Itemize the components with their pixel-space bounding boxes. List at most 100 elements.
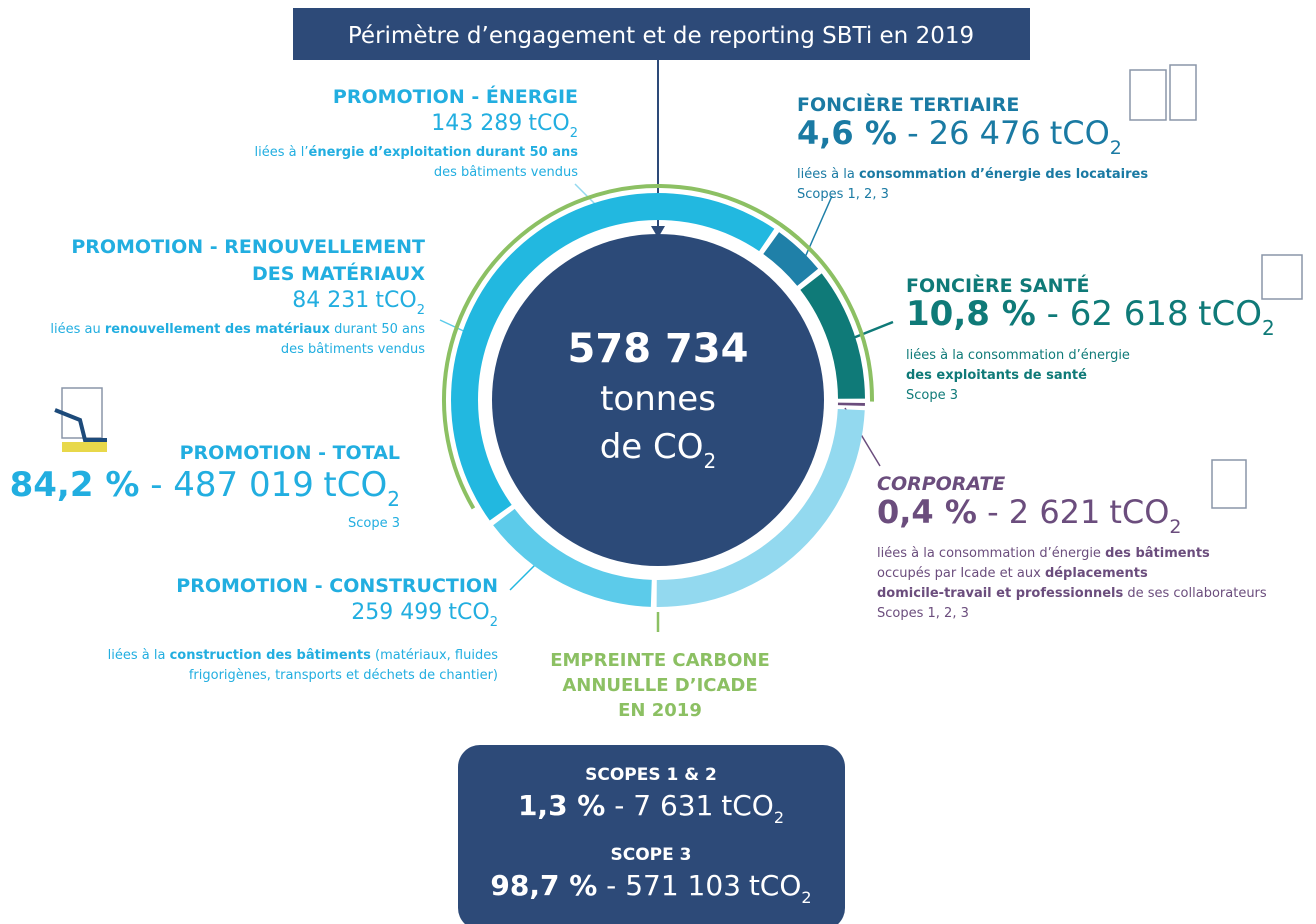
- percent-label: 1,3 %: [518, 789, 605, 822]
- unit: tCO: [1109, 493, 1169, 531]
- description-run: Scopes 1, 2, 3: [877, 606, 969, 621]
- percent-label: 4,6 %: [797, 114, 897, 152]
- value-line: 0,4 % - 2 621 tCO2: [877, 493, 1182, 538]
- leader-line: [802, 195, 833, 263]
- description-run: frigorigènes, transports et déchets de c…: [189, 668, 498, 683]
- icon-base: [62, 442, 107, 452]
- group-arc: [442, 184, 800, 510]
- value-line: 143 289 tCO2: [431, 111, 578, 141]
- footer-label: ANNUELLE D’ICADE: [562, 675, 757, 696]
- leader-line: [574, 183, 598, 207]
- percent-label: 10,8 %: [906, 294, 1036, 334]
- arrow-head: [651, 226, 665, 238]
- segment-description: frigorigènes, transports et déchets de c…: [189, 668, 498, 683]
- segment-description: liées à la consommation d’énergie des lo…: [797, 167, 1148, 182]
- leader-line: [509, 564, 536, 591]
- description-run: Scope 3: [906, 388, 958, 403]
- group-arc: [779, 223, 874, 402]
- description-run: liées à la: [797, 167, 859, 182]
- donut-segment: [450, 192, 775, 521]
- description-run: liées au: [50, 322, 104, 337]
- icon-building: [1261, 254, 1303, 300]
- segment-description: liées à la consommation d’énergie des bâ…: [877, 546, 1210, 561]
- separator: -: [597, 869, 625, 902]
- segment-description: occupés par Icade et aux déplacements: [877, 566, 1148, 581]
- group-scope: Scope 3: [348, 516, 400, 531]
- donut-segment: [800, 273, 865, 399]
- icon-building: [1129, 69, 1167, 121]
- donut-segment: [837, 402, 865, 406]
- segment-name: CORPORATE: [877, 473, 1005, 495]
- center-line: tonnes: [600, 379, 716, 419]
- icon-building: [1211, 459, 1247, 509]
- subscript: 2: [490, 615, 498, 630]
- segment-description: Scopes 1, 2, 3: [877, 606, 969, 621]
- value-label: 62 618: [1070, 294, 1189, 334]
- center-line: de CO2: [600, 427, 717, 473]
- separator: -: [605, 789, 633, 822]
- percent-label: 0,4 %: [877, 493, 977, 531]
- separator: -: [897, 114, 929, 152]
- value-label: 84 231: [292, 288, 369, 313]
- description-run: (matériaux, fluides: [371, 648, 498, 663]
- description-run: des bâtiments vendus: [434, 165, 578, 180]
- unit: tCO: [1198, 294, 1262, 334]
- center-disc: [492, 234, 824, 566]
- subscript: 2: [801, 888, 811, 907]
- center-value: 578 734: [568, 326, 749, 372]
- donut-segment: [493, 508, 652, 607]
- percent-label: 98,7 %: [490, 869, 597, 902]
- subscript: 2: [570, 126, 578, 141]
- subscript: 2: [774, 808, 784, 827]
- segment-name: FONCIÈRE TERTIAIRE: [797, 93, 1019, 116]
- description-run: domicile-travail et professionnels: [877, 586, 1123, 601]
- center-text: de CO: [600, 427, 704, 467]
- unit: tCO: [375, 288, 416, 313]
- footer-label: EN 2019: [618, 700, 702, 721]
- subscript: 2: [417, 303, 425, 318]
- value-line: 98,7 % - 571 103 tCO2: [490, 869, 811, 907]
- value-label: 259 499: [351, 600, 442, 625]
- description-run: construction des bâtiments: [170, 648, 372, 663]
- description-run: déplacements: [1045, 566, 1148, 581]
- donut-segment: [763, 232, 819, 286]
- icons: [54, 64, 1303, 509]
- value-line: 259 499 tCO2: [351, 600, 498, 630]
- value-label: 7 631: [633, 789, 713, 822]
- separator: -: [977, 493, 1009, 531]
- percent-label: 84,2 %: [10, 465, 140, 505]
- leader-line: [847, 320, 894, 342]
- title-box: [293, 8, 1030, 60]
- segment-name: PROMOTION - RENOUVELLEMENT: [71, 236, 425, 258]
- segment-description: domicile-travail et professionnels de se…: [877, 586, 1267, 601]
- donut-segment: [656, 408, 865, 607]
- description-run: durant 50 ans: [330, 322, 425, 337]
- description-run: des bâtiments vendus: [281, 342, 425, 357]
- segment-description: liées au renouvellement des matériaux du…: [50, 322, 425, 337]
- segment-description: liées à la consommation d’énergie: [906, 348, 1130, 363]
- segment-description: des bâtiments vendus: [434, 165, 578, 180]
- separator: -: [1036, 294, 1070, 334]
- segment-description: liées à la construction des bâtiments (m…: [108, 648, 499, 663]
- unit: tCO: [1050, 114, 1110, 152]
- segment-description: Scopes 1, 2, 3: [797, 187, 889, 202]
- description-run: de ses collaborateurs: [1123, 586, 1267, 601]
- value-label: 571 103: [625, 869, 741, 902]
- description-run: liées à la consommation d’énergie: [877, 546, 1105, 561]
- icon-building: [1169, 64, 1197, 121]
- value-line: 84 231 tCO2: [292, 288, 425, 318]
- value-label: 487 019: [173, 465, 314, 505]
- value-line: 1,3 % - 7 631 tCO2: [518, 789, 784, 827]
- description-run: liées à la consommation d’énergie: [906, 348, 1130, 363]
- value-label: 143 289: [431, 111, 522, 136]
- subscript: 2: [1262, 316, 1275, 340]
- subscript: 2: [1169, 516, 1181, 538]
- subscript: 2: [1110, 137, 1122, 159]
- segment-name: PROMOTION - ÉNERGIE: [333, 85, 578, 108]
- segment-description: des bâtiments vendus: [281, 342, 425, 357]
- value-line: 10,8 % - 62 618 tCO2: [906, 294, 1275, 340]
- separator: -: [139, 465, 173, 505]
- unit: tCO: [323, 465, 387, 505]
- segment-description: liées à l’énergie d’exploitation durant …: [255, 145, 579, 160]
